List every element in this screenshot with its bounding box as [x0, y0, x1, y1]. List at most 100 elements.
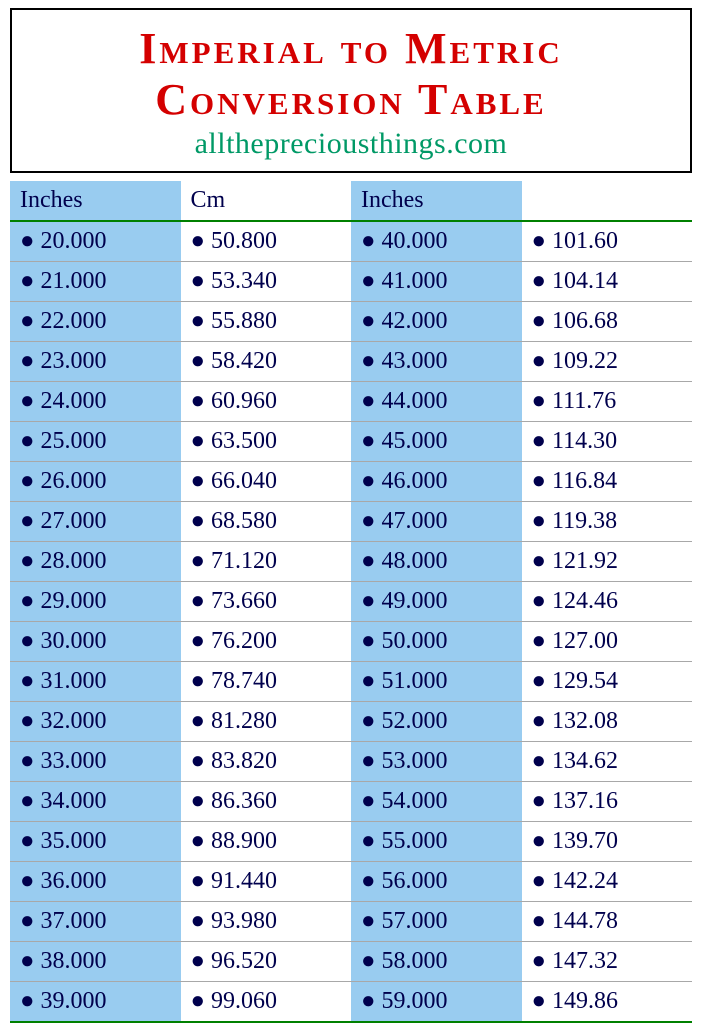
- table-row: ●27.000●68.580●47.000●119.38: [10, 502, 692, 542]
- table-cell: ●24.000: [10, 382, 181, 422]
- bullet-icon: ●: [532, 948, 547, 975]
- cell-value: 24.000: [41, 388, 107, 414]
- cell-value: 49.000: [382, 588, 448, 614]
- bullet-icon: ●: [532, 428, 547, 455]
- column-header: Cm: [181, 181, 352, 221]
- column-header: Inches: [10, 181, 181, 221]
- bullet-icon: ●: [361, 748, 376, 775]
- table-cell: ●78.740: [181, 662, 352, 702]
- bullet-icon: ●: [532, 868, 547, 895]
- cell-value: 137.16: [552, 788, 618, 814]
- bullet-icon: ●: [20, 508, 35, 535]
- bullet-icon: ●: [20, 468, 35, 495]
- table-cell: ●83.820: [181, 742, 352, 782]
- cell-value: 25.000: [41, 428, 107, 454]
- bullet-icon: ●: [361, 468, 376, 495]
- bullet-icon: ●: [20, 708, 35, 735]
- cell-value: 35.000: [41, 828, 107, 854]
- table-cell: ●81.280: [181, 702, 352, 742]
- table-cell: ●59.000: [351, 982, 522, 1023]
- table-row: ●28.000●71.120●48.000●121.92: [10, 542, 692, 582]
- cell-value: 23.000: [41, 348, 107, 374]
- cell-value: 50.800: [211, 228, 277, 254]
- bullet-icon: ●: [191, 308, 206, 335]
- cell-value: 60.960: [211, 388, 277, 414]
- table-cell: ●119.38: [522, 502, 693, 542]
- cell-value: 63.500: [211, 428, 277, 454]
- bullet-icon: ●: [191, 228, 206, 255]
- bullet-icon: ●: [20, 868, 35, 895]
- table-cell: ●23.000: [10, 342, 181, 382]
- bullet-icon: ●: [20, 388, 35, 415]
- table-cell: ●33.000: [10, 742, 181, 782]
- bullet-icon: ●: [361, 668, 376, 695]
- table-cell: ●121.92: [522, 542, 693, 582]
- cell-value: 39.000: [41, 988, 107, 1014]
- cell-value: 54.000: [382, 788, 448, 814]
- table-cell: ●44.000: [351, 382, 522, 422]
- table-cell: ●58.000: [351, 942, 522, 982]
- cell-value: 114.30: [552, 428, 617, 454]
- bullet-icon: ●: [20, 948, 35, 975]
- table-cell: ●101.60: [522, 221, 693, 262]
- table-row: ●23.000●58.420●43.000● 109.22: [10, 342, 692, 382]
- cell-value: 34.000: [41, 788, 107, 814]
- cell-value: 56.000: [382, 868, 448, 894]
- cell-value: 149.86: [552, 988, 618, 1014]
- table-cell: ●35.000: [10, 822, 181, 862]
- table-cell: ●73.660: [181, 582, 352, 622]
- bullet-icon: ●: [532, 788, 547, 815]
- table-row: ●22.000●55.880●42.000●106.68: [10, 302, 692, 342]
- table-cell: ●43.000: [351, 342, 522, 382]
- table-row: ●37.000●93.980●57.000●144.78: [10, 902, 692, 942]
- cell-value: 86.360: [211, 788, 277, 814]
- bullet-icon: ●: [191, 828, 206, 855]
- bullet-icon: ●: [361, 708, 376, 735]
- cell-value: 127.00: [552, 628, 618, 654]
- table-cell: ●129.54: [522, 662, 693, 702]
- table-cell: ●22.000: [10, 302, 181, 342]
- table-cell: ●76.200: [181, 622, 352, 662]
- cell-value: 142.24: [552, 868, 618, 894]
- cell-value: 31.000: [41, 668, 107, 694]
- cell-value: 81.280: [211, 708, 277, 734]
- table-row: ●33.000●83.820●53.000●134.62: [10, 742, 692, 782]
- cell-value: 43.000: [382, 348, 448, 374]
- cell-value: 45.000: [382, 428, 448, 454]
- table-cell: ●50.800: [181, 221, 352, 262]
- cell-value: 129.54: [552, 668, 618, 694]
- cell-value: 37.000: [41, 908, 107, 934]
- bullet-icon: ●: [361, 588, 376, 615]
- table-cell: ●114.30: [522, 422, 693, 462]
- bullet-icon: ●: [361, 268, 376, 295]
- table-cell: ●99.060: [181, 982, 352, 1023]
- table-cell: ●137.16: [522, 782, 693, 822]
- bullet-icon: ●: [191, 708, 206, 735]
- column-header: [522, 181, 693, 221]
- table-cell: ●55.880: [181, 302, 352, 342]
- cell-value: 111.76: [552, 388, 616, 414]
- table-row: ●31.000●78.740●51.000●129.54: [10, 662, 692, 702]
- bullet-icon: ●: [361, 788, 376, 815]
- table-cell: ●26.000: [10, 462, 181, 502]
- cell-value: 32.000: [41, 708, 107, 734]
- bullet-icon: ●: [191, 468, 206, 495]
- bullet-icon: ●: [20, 308, 35, 335]
- table-cell: ●46.000: [351, 462, 522, 502]
- bullet-icon: ●: [20, 988, 35, 1015]
- cell-value: 91.440: [211, 868, 277, 894]
- cell-value: 119.38: [552, 508, 617, 534]
- cell-value: 83.820: [211, 748, 277, 774]
- bullet-icon: ●: [361, 348, 376, 375]
- bullet-icon: ●: [191, 588, 206, 615]
- cell-value: 28.000: [41, 548, 107, 574]
- table-cell: ●58.420: [181, 342, 352, 382]
- cell-value: 109.22: [552, 348, 618, 374]
- table-cell: ●139.70: [522, 822, 693, 862]
- table-row: ●36.000●91.440●56.000●142.24: [10, 862, 692, 902]
- cell-value: 26.000: [41, 468, 107, 494]
- table-cell: ●104.14: [522, 262, 693, 302]
- table-row: ●26.000●66.040●46.000●116.84: [10, 462, 692, 502]
- table-cell: ●86.360: [181, 782, 352, 822]
- cell-value: 121.92: [552, 548, 618, 574]
